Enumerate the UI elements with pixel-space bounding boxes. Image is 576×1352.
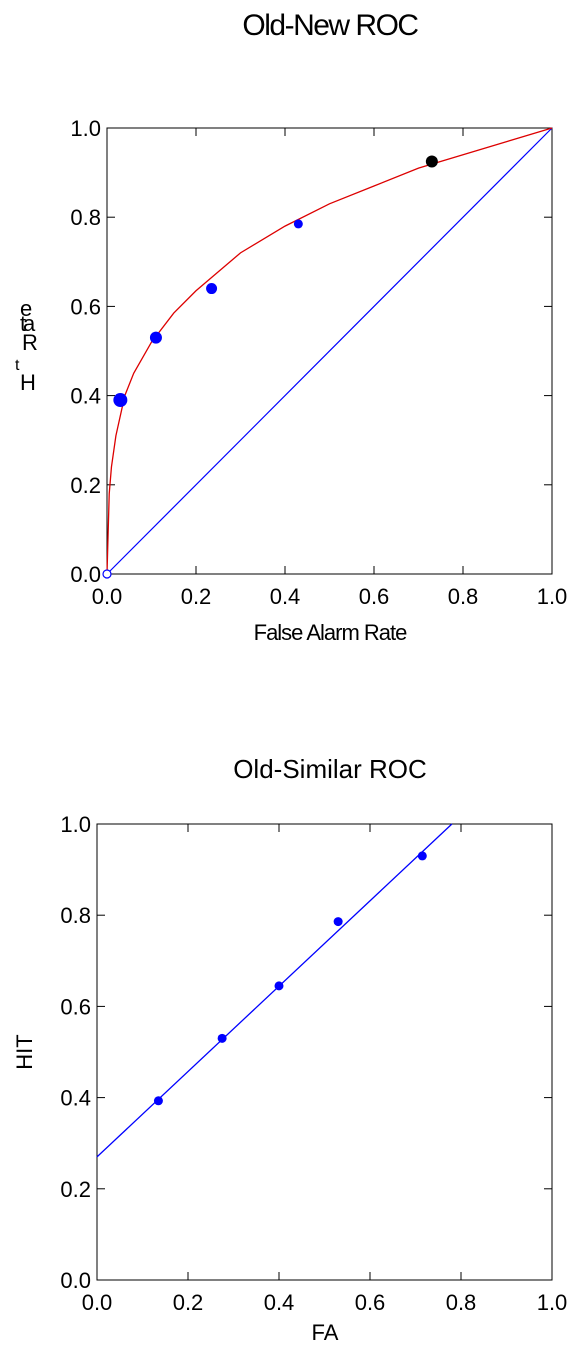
data-point [206,283,218,295]
x-tick-label: 0.8 [446,1290,477,1315]
y-label-glyph: a [23,311,36,336]
data-point [417,851,427,861]
axis-ticks: 0.0 0.2 0.4 0.6 0.8 1.0 0.0 0.2 0.4 0.6 0.8 1.0 [70,116,567,609]
data-point [274,981,284,991]
x-tick-label: 0.0 [82,1290,113,1315]
old-new-roc-chart: Old-New ROC 0.0 0.2 0.4 0.6 0.8 1.0 0.0 0.2 0.4 0… [15,9,567,645]
data-point [217,1033,227,1043]
y-tick-label: 0.8 [60,903,91,928]
x-axis-label: FA [312,1320,339,1345]
y-axis-label: HIT [12,1034,37,1069]
x-tick-label: 0.4 [270,584,301,609]
x-axis-label: False Alarm Rate [254,620,407,645]
y-label-glyph: R [22,330,38,355]
x-tick-label: 1.0 [537,584,568,609]
data-point [153,1096,163,1106]
data-point [113,393,128,408]
chart-title: Old-Similar ROC [233,754,427,784]
data-point [149,331,162,344]
x-tick-label: 1.0 [537,1290,568,1315]
y-label-glyph: H [20,370,36,395]
y-tick-label: 1.0 [60,812,91,837]
y-tick-label: 0.8 [70,205,101,230]
y-axis-label: e t a R t H [15,296,38,395]
y-tick-label: 0.4 [60,1086,91,1111]
data-points [102,155,438,579]
x-tick-label: 0.0 [92,584,123,609]
plot-frame [96,823,553,1281]
x-tick-label: 0.2 [173,1290,204,1315]
y-tick-label: 0.2 [60,1177,91,1202]
y-tick-label: 0.6 [70,294,101,319]
y-tick-label: 1.0 [70,116,101,141]
old-similar-roc-chart: Old-Similar ROC 0.0 0.2 0.4 0.6 0.8 1.0 0.0 0.2… [0,700,576,1352]
origin-point [102,569,112,579]
y-label-glyph: t [20,311,26,336]
y-label-glyph: e [20,296,32,321]
data-point [333,917,343,927]
series-lines [106,127,553,575]
data-points [153,851,427,1106]
y-tick-label: 0.4 [70,384,101,409]
y-tick-label: 0.2 [70,473,101,498]
x-tick-label: 0.8 [448,584,479,609]
y-tick-label: 0.0 [60,1268,91,1293]
y-tick-label: 0.0 [70,562,101,587]
old-new-roc-plot: Old-New ROC 0.0 0.2 0.4 0.6 0.8 1.00.00.20.40… [15,9,567,645]
plot-frame [106,127,553,575]
y-label-glyph: t [15,357,20,374]
y-tick-label: 0.6 [60,994,91,1019]
chart-title: Old-New ROC [242,9,418,42]
axis-ticks: 0.0 0.2 0.4 0.6 0.8 1.0 0.0 0.2 0.4 0.6 0.8 1.0 [60,812,567,1315]
data-point [425,155,438,168]
x-tick-label: 0.6 [355,1290,386,1315]
old-similar-roc-plot: Old-Similar ROC 0.0 0.2 0.4 0.6 0.8 1.0 0.0 0.2… [12,754,567,1345]
chance-line [106,127,553,575]
fit-line [96,823,453,1158]
series-lines [96,823,453,1158]
x-tick-label: 0.6 [359,584,390,609]
data-point [293,219,303,229]
x-tick-label: 0.2 [181,584,212,609]
x-tick-label: 0.4 [264,1290,295,1315]
